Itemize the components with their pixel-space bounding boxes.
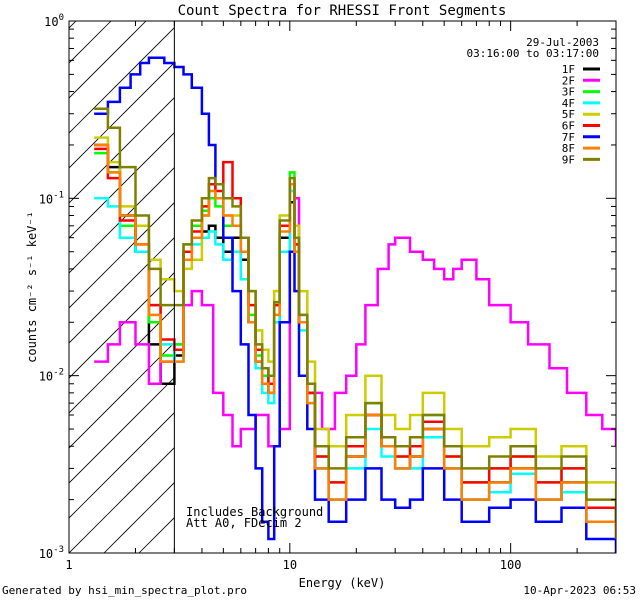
series-line-2F	[94, 183, 616, 448]
hatch-line	[69, 377, 175, 484]
y-tick-labels: 100 10-1 10-2 10-3	[39, 13, 64, 561]
series-line-8F	[94, 143, 616, 539]
x-tick-labels: 1 10 100	[65, 558, 521, 572]
legend-label-6F: 6F	[562, 120, 575, 133]
hatch-line	[69, 237, 175, 344]
hatch-line	[454, 21, 640, 553]
axis-ticks	[68, 20, 617, 554]
legend-label-8F: 8F	[562, 142, 575, 155]
plot-frame	[68, 20, 617, 554]
hatch-line	[0, 21, 6, 553]
hatch-line	[69, 202, 175, 309]
hatch-line	[314, 21, 640, 553]
hatch-line	[69, 62, 175, 169]
x-tick-label: 10	[283, 558, 297, 572]
hatch-line	[69, 412, 175, 519]
legend-label-4F: 4F	[562, 97, 575, 110]
chart-title: Count Spectra for RHESSI Front Segments	[178, 3, 507, 19]
hatch-line	[244, 21, 640, 553]
background-annotation: Includes Background	[186, 505, 323, 519]
hatched-region	[0, 21, 640, 553]
legend-label-2F: 2F	[562, 74, 575, 87]
generated-by-label: Generated by hsi_min_spectra_plot.pro	[2, 584, 247, 597]
legend-label-1F: 1F	[562, 63, 575, 76]
hatch-line	[629, 21, 640, 553]
hatch-line	[594, 21, 640, 553]
series-line-9F	[94, 107, 616, 522]
time-range-label: 03:16:00 to 03:17:00	[467, 47, 599, 60]
y-tick-label: 10-1	[39, 190, 64, 206]
hatch-line	[69, 272, 175, 379]
series-line-6F	[94, 147, 616, 528]
legend-label-9F: 9F	[562, 153, 575, 166]
series-line-7F	[94, 56, 616, 553]
legend-label-3F: 3F	[562, 86, 575, 99]
y-tick-label: 10-2	[39, 368, 64, 384]
hatch-line	[69, 27, 175, 134]
legend-label-7F: 7F	[562, 131, 575, 144]
hatch-line	[349, 21, 640, 553]
hatch-line	[524, 21, 640, 553]
y-axis-label: counts cm⁻² s⁻¹ keV⁻¹	[25, 211, 39, 363]
timestamp-label: 10-Apr-2023 06:53	[523, 584, 636, 597]
y-tick-label: 100	[44, 13, 64, 29]
attenuator-annotation: Att A0, FDecim 2	[186, 516, 302, 530]
hatch-line	[69, 447, 175, 553]
date-label: 29-Jul-2003	[526, 36, 599, 49]
x-tick-label: 1	[65, 558, 72, 572]
hatch-line	[69, 97, 175, 204]
hatch-line	[69, 21, 147, 99]
legend-label-5F: 5F	[562, 108, 575, 121]
hatch-line	[69, 132, 175, 239]
x-axis-label: Energy (keV)	[299, 576, 386, 590]
series-layer	[94, 56, 616, 553]
x-tick-label: 100	[500, 558, 522, 572]
hatch-line	[69, 21, 112, 64]
y-tick-label: 10-3	[39, 545, 64, 561]
